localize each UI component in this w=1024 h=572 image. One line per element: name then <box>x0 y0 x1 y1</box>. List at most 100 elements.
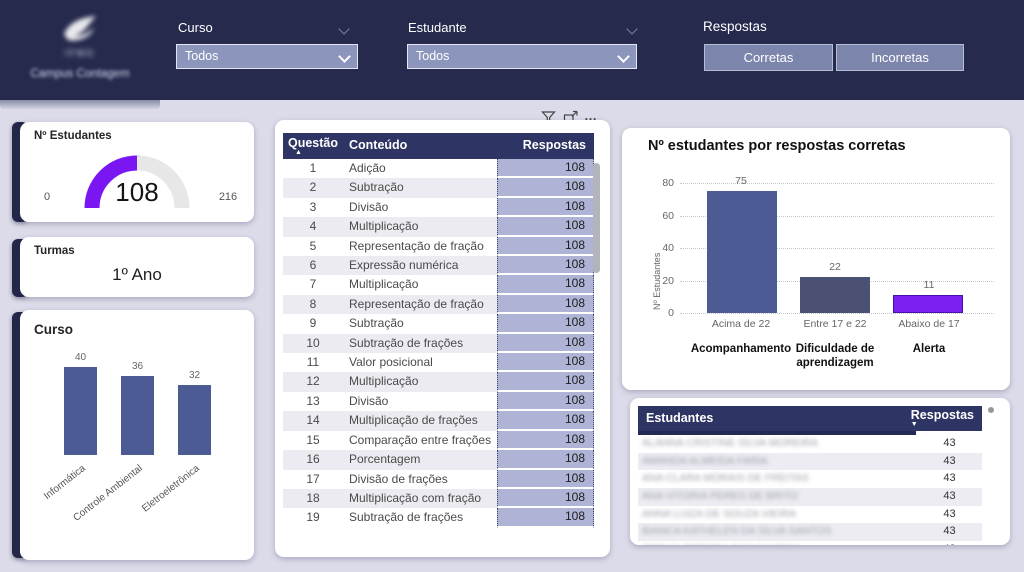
turmas-value: 1º Ano <box>112 265 162 284</box>
table-row[interactable]: 4 Multiplicação 108 <box>283 217 594 237</box>
logo-tab-shadow <box>0 100 160 109</box>
column-header-questao[interactable]: Questão ▲ <box>283 133 343 159</box>
respostas-value-cell: 43 <box>943 507 956 520</box>
estudante-filter-label: Estudante <box>408 20 467 35</box>
table-cell: 108 <box>497 256 594 276</box>
table-row[interactable]: 9 Subtração 108 <box>283 314 594 334</box>
estudante-collapse-chevron-icon[interactable] <box>628 25 637 34</box>
bar-category-label: Acima de 22 <box>711 318 771 330</box>
respostas-value-cell: 43 <box>943 472 956 485</box>
table-cell: Multiplicação de frações <box>343 411 497 431</box>
incorretas-button[interactable]: Incorretas <box>836 44 964 71</box>
top-header-bar: IFMG Campus Contagem Curso Todos Estudan… <box>0 0 1024 109</box>
table-cell: 9 <box>309 316 317 331</box>
table-row[interactable]: 16 Porcentagem 108 <box>283 450 594 470</box>
gridline <box>680 313 994 314</box>
vertical-scrollbar-thumb[interactable] <box>593 163 600 273</box>
table-row[interactable]: 12 Multiplicação 108 <box>283 372 594 392</box>
table-cell: Divisão de frações <box>349 471 448 486</box>
bar-value-label: 32 <box>188 369 201 381</box>
estudante-filter-dropdown[interactable]: Todos <box>407 44 637 69</box>
table-row[interactable]: ANA VITORIA PERES DE BRITO 43 <box>638 488 982 506</box>
estudantes-table-body: ALANNA CRISTINE SILVA MOREIRA 43 AMANDA AL… <box>638 435 982 545</box>
respostas-value-cell: 43 <box>943 437 956 449</box>
curso-filter-value: Todos <box>185 49 219 63</box>
table-row[interactable]: ANNA LUIZA DE SOUZA VIEIRA 43 <box>638 506 982 524</box>
table-cell: 15 <box>306 432 320 447</box>
table-row[interactable]: 19 Subtração de frações 108 <box>283 508 594 528</box>
student-name-cell: AMANDA ALMEIDA FARIA <box>642 454 768 467</box>
table-cell: 108 <box>497 411 594 431</box>
respostas-chart-card: Nº estudantes por respostas corretas Nº … <box>622 128 1010 390</box>
curso-bar-chart: 40 Informática 36 Controle Ambiental 32 Eletr… <box>20 310 254 560</box>
table-cell: 108 <box>497 159 594 179</box>
column-header-respostas[interactable]: Respostas <box>522 138 586 152</box>
table-row[interactable]: 3 Divisão 108 <box>283 197 594 218</box>
table-row[interactable]: 11 Valor posicional 108 <box>283 353 594 373</box>
respostas-bar-1[interactable] <box>707 191 777 313</box>
table-cell: 108 <box>497 353 594 373</box>
y-axis-tick-label: 80 <box>662 177 674 189</box>
curso-collapse-chevron-icon[interactable] <box>340 25 349 34</box>
table-row[interactable]: BIANCA KATHELEN DA SILVA SANTOS 43 <box>638 523 982 542</box>
table-row[interactable]: 6 Expressão numérica 108 <box>283 256 594 276</box>
curso-bar-2[interactable] <box>121 375 154 455</box>
table-cell: 108 <box>497 217 594 237</box>
table-row[interactable]: 2 Subtração 108 <box>283 178 594 198</box>
group-label: Dificuldade de aprendizagem <box>795 343 875 369</box>
table-row[interactable]: 13 Divisão 108 <box>283 391 594 412</box>
column-header-conteudo[interactable]: Conteúdo <box>349 138 408 152</box>
table-row[interactable]: 15 Comparação entre frações 108 <box>283 430 594 451</box>
respostas-bar-chart: 0 20 40 60 80 75 Acima de 22 Acompanhamento 22 En… <box>622 128 1010 390</box>
table-cell: Divisão <box>349 199 389 214</box>
table-row[interactable]: ANA CLARA MORAIS DE FREITAS 43 <box>638 470 982 488</box>
gridline <box>680 183 994 184</box>
table-row[interactable]: 8 Representação de fração 108 <box>283 294 594 315</box>
curso-bar-1[interactable] <box>64 367 97 455</box>
turmas-card: Turmas 1º Ano <box>20 237 254 297</box>
table-cell: Multiplicação com fração <box>343 488 497 509</box>
table-row[interactable]: ALANNA CRISTINE SILVA MOREIRA 43 <box>638 435 982 453</box>
table-cell: 108 <box>497 391 594 412</box>
bar-value-label: 75 <box>735 175 747 188</box>
table-row[interactable]: AMANDA ALMEIDA FARIA 43 <box>638 452 982 471</box>
corretas-button[interactable]: Corretas <box>704 44 833 71</box>
table-cell: 108 <box>497 197 594 218</box>
respostas-value-cell: 43 <box>943 490 956 503</box>
table-cell: 108 <box>497 430 594 451</box>
table-cell: 12 <box>283 372 343 392</box>
table-row[interactable]: 14 Multiplicação de frações 108 <box>283 411 594 431</box>
column-header-respostas[interactable]: Respostas ▼ <box>910 408 974 428</box>
y-axis-tick-label: 40 <box>662 242 674 254</box>
table-row[interactable]: 10 Subtração de frações 108 <box>283 333 594 354</box>
bar-category-label: Entre 17 e 22 <box>803 318 867 330</box>
curso-bar-3[interactable] <box>178 384 211 455</box>
respostas-bar-2[interactable] <box>800 277 870 313</box>
chevron-down-icon <box>619 52 628 61</box>
respostas-value-cell: 43 <box>943 525 956 538</box>
table-row[interactable]: 5 Representação de fração 108 <box>283 236 594 257</box>
table-cell: 108 <box>497 275 594 295</box>
table-row[interactable]: 1 Adição 108 <box>283 159 594 179</box>
table-row[interactable]: 7 Multiplicação 108 <box>283 275 594 295</box>
header-underline-strip <box>638 431 916 435</box>
table-cell: 19 <box>306 510 320 525</box>
table-cell: Subtração de frações <box>343 333 497 354</box>
table-row[interactable]: 18 Multiplicação com fração 108 <box>283 488 594 509</box>
table-cell: Multiplicação <box>349 277 419 292</box>
table-cell: 11 <box>306 355 320 370</box>
more-options-icon[interactable]: … <box>584 108 598 123</box>
table-cell: 7 <box>309 277 317 292</box>
table-cell: 108 <box>497 333 594 354</box>
table-row[interactable]: 17 Divisão de frações 108 <box>283 469 594 489</box>
table-cell: 1 <box>309 161 317 175</box>
table-cell: 108 <box>497 178 594 198</box>
scrollbar-dot[interactable] <box>988 407 994 413</box>
respostas-bar-3[interactable] <box>893 295 963 313</box>
bar-value-label: 36 <box>131 360 144 372</box>
table-cell: Subtração <box>343 178 497 198</box>
curso-filter-dropdown[interactable]: Todos <box>176 44 358 69</box>
table-cell: 14 <box>283 411 343 431</box>
column-header-estudantes[interactable]: Estudantes <box>646 411 714 425</box>
